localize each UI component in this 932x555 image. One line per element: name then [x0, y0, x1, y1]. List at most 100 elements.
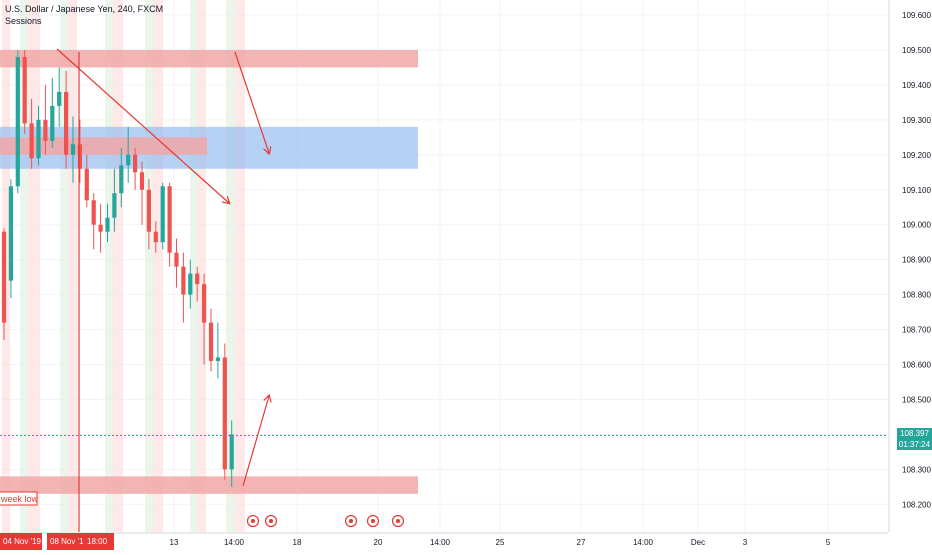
candle-body — [70, 144, 76, 155]
candle-body — [57, 91, 62, 106]
candle-body — [229, 434, 234, 470]
time-tick-label: 25 — [496, 538, 505, 547]
session-band — [235, 0, 245, 532]
candle — [146, 179, 151, 250]
inner-zone — [0, 137, 207, 155]
candle — [160, 182, 165, 250]
candle — [36, 105, 41, 166]
candle-body — [139, 172, 145, 190]
candle-body — [84, 168, 89, 201]
candle — [57, 67, 62, 127]
event-marker-dot — [269, 519, 273, 523]
candle-body — [22, 56, 27, 124]
event-marker-dot — [371, 519, 375, 523]
candle — [119, 147, 124, 208]
candle — [15, 49, 20, 194]
candle — [70, 116, 76, 183]
candle — [84, 154, 89, 208]
candle — [153, 221, 158, 253]
candle — [139, 161, 145, 225]
candle-body — [105, 217, 110, 232]
last-price-badge: 108.397 01:37:24 — [897, 428, 932, 450]
event-marker-dot — [396, 519, 400, 523]
candle-body — [64, 91, 69, 155]
chart-title: U.S. Dollar / Japanese Yen, 240, FXCM — [5, 4, 164, 14]
session-band — [113, 0, 123, 532]
week-low-zone — [0, 476, 418, 494]
candle-body — [167, 186, 172, 253]
week-low-label: week low — [0, 494, 39, 504]
candle-body — [50, 105, 55, 141]
candle-body — [112, 193, 117, 218]
candle — [202, 273, 207, 365]
candle — [126, 126, 131, 183]
candle-body — [181, 266, 186, 295]
up-arrow — [242, 396, 269, 487]
candle — [98, 203, 103, 253]
time-tick-label: 14:00 — [224, 538, 245, 547]
time-tick-label: 3 — [743, 538, 748, 547]
candle — [112, 168, 117, 232]
candle — [77, 119, 82, 183]
price-tick-label: 108.800 — [902, 291, 931, 300]
candle-body — [98, 224, 103, 232]
candle — [215, 322, 220, 379]
candle — [222, 343, 227, 480]
candle-body — [174, 252, 179, 267]
candle-body — [222, 357, 227, 470]
candle-body — [15, 56, 20, 187]
price-tick-label: 108.700 — [902, 326, 931, 335]
candle-body — [215, 357, 220, 362]
session-band — [60, 0, 68, 532]
candle-body — [160, 186, 165, 243]
date-highlight-2: 08 Nov '19 — [47, 533, 88, 550]
candle — [91, 193, 96, 250]
candle — [174, 238, 179, 288]
price-tick-label: 109.100 — [902, 186, 931, 195]
last-price-value: 108.397 — [900, 429, 929, 438]
price-tick-label: 109.000 — [902, 221, 931, 230]
candle — [195, 266, 200, 302]
time-tick-label: 14:00 — [633, 538, 654, 547]
time-tick-label: 14:00 — [430, 538, 451, 547]
candle — [181, 252, 186, 323]
week-low-box — [0, 491, 38, 506]
candle — [167, 182, 172, 267]
candle — [133, 147, 138, 190]
candle-body — [188, 273, 193, 295]
down-trend-arrow — [56, 48, 229, 203]
event-marker-dot — [251, 519, 255, 523]
candle — [229, 420, 234, 487]
indicator-label: Sessions — [5, 16, 42, 26]
price-tick-label: 108.300 — [902, 465, 931, 474]
candle-body — [208, 322, 214, 362]
candle-body — [91, 200, 96, 225]
price-tick-label: 109.500 — [902, 46, 931, 55]
price-tick-label: 109.400 — [902, 81, 931, 90]
candle-body — [119, 165, 124, 194]
date-highlight-1: 04 Nov '19 — [0, 533, 42, 550]
candle-body — [43, 119, 48, 141]
price-tick-label: 108.200 — [902, 500, 931, 509]
session-band — [105, 0, 113, 532]
session-band — [153, 0, 163, 532]
time-tick-label: Dec — [691, 538, 705, 547]
supply-zone — [0, 49, 418, 68]
candle-body — [77, 144, 82, 169]
price-tick-label: 108.900 — [902, 256, 931, 265]
session-band — [226, 0, 235, 532]
candle-body — [29, 123, 34, 159]
session-band — [20, 0, 28, 532]
session-band — [198, 0, 206, 532]
candle — [50, 77, 55, 148]
session-band — [145, 0, 153, 532]
candle — [29, 98, 34, 169]
event-marker-dot — [349, 519, 353, 523]
time-tick-label: 27 — [577, 538, 586, 547]
candle — [64, 70, 69, 169]
time-tick-label: 13 — [170, 538, 179, 547]
time-tick-label: 5 — [826, 538, 831, 547]
session-band — [190, 0, 198, 532]
session-band — [28, 0, 40, 532]
